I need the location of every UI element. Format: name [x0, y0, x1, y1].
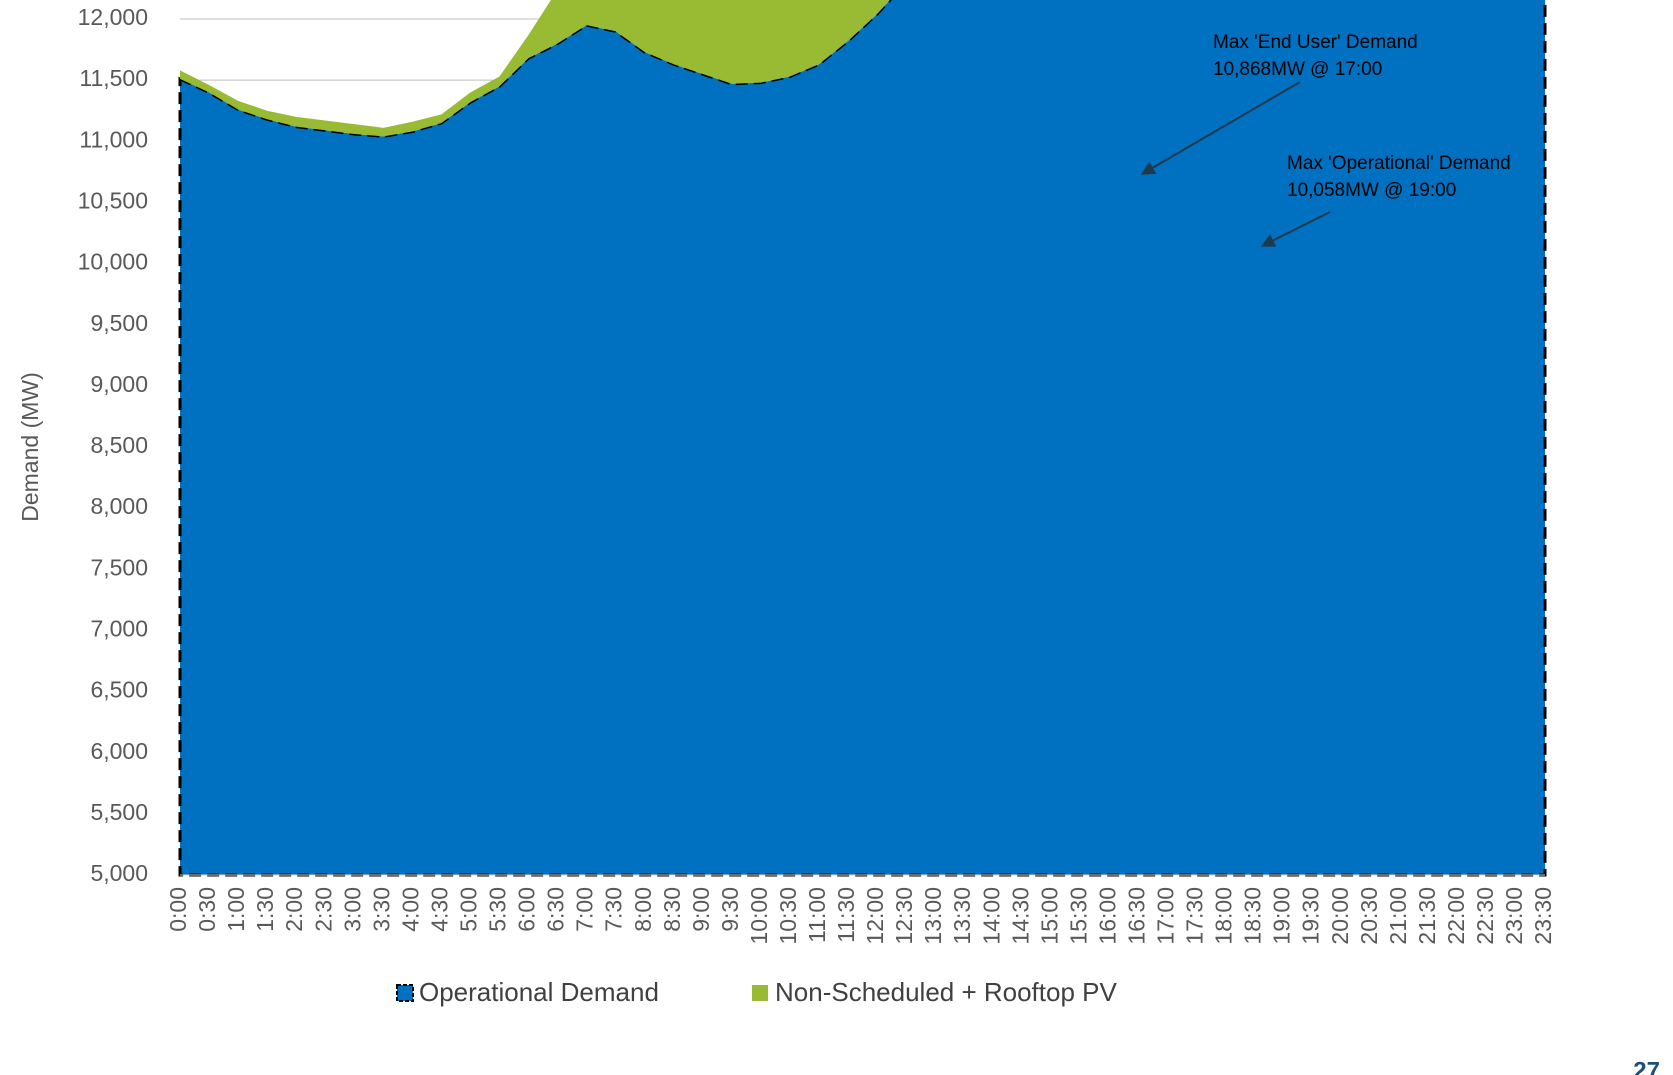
y-tick-label: 11,500 — [79, 65, 148, 91]
y-tick-label: 7,000 — [90, 616, 148, 642]
x-tick-label: 14:00 — [978, 887, 1004, 945]
x-tick-label: 8:30 — [659, 887, 685, 932]
x-tick-label: 7:30 — [601, 887, 627, 932]
y-tick-label: 9,000 — [90, 371, 148, 397]
x-tick-label: 21:00 — [1385, 887, 1411, 945]
y-tick-label: 12,000 — [78, 4, 148, 30]
legend-label: Operational Demand — [419, 977, 659, 1007]
x-tick-label: 12:00 — [862, 887, 888, 945]
x-tick-label: 4:00 — [397, 887, 423, 932]
annotation-arrow — [1260, 211, 1331, 247]
area — [180, 0, 1545, 875]
y-tick-label: 10,000 — [78, 249, 148, 275]
x-tick-label: 0:30 — [194, 887, 220, 932]
x-tick-label: 23:30 — [1530, 887, 1556, 945]
x-tick-label: 0:00 — [165, 887, 191, 932]
y-tick-label: 7,500 — [90, 554, 148, 580]
x-tick-label: 4:30 — [426, 887, 452, 932]
x-tick-label: 6:00 — [514, 887, 540, 932]
x-tick-label: 7:00 — [572, 887, 598, 932]
legend-swatch — [396, 984, 414, 1002]
x-tick-label: 3:30 — [368, 887, 394, 932]
x-tick-label: 6:30 — [543, 887, 569, 932]
area — [180, 0, 890, 137]
x-tick-label: 22:00 — [1443, 887, 1469, 945]
x-tick-label: 15:30 — [1065, 887, 1091, 945]
annotation: 10,058MW @ 19:00 — [1287, 180, 1456, 201]
y-tick-label: 8,000 — [90, 493, 148, 519]
x-tick-label: 11:30 — [833, 887, 859, 943]
x-tick-label: 11:00 — [804, 887, 830, 943]
y-tick-label: 8,500 — [90, 432, 148, 458]
page-number: 27 — [1633, 1057, 1660, 1075]
legend-swatch — [752, 985, 768, 1001]
legend-label: Non-Scheduled + Rooftop PV — [775, 977, 1117, 1007]
x-tick-label: 8:00 — [630, 887, 656, 932]
x-tick-label: 21:30 — [1414, 887, 1440, 945]
x-tick-label: 18:30 — [1240, 887, 1266, 945]
y-tick-label: 9,500 — [90, 310, 148, 336]
x-tick-label: 12:30 — [891, 887, 917, 945]
x-tick-label: 14:30 — [1007, 887, 1033, 945]
x-tick-label: 17:30 — [1182, 887, 1208, 945]
x-tick-label: 19:00 — [1269, 887, 1295, 945]
y-tick-label: 11,000 — [79, 126, 148, 152]
x-tick-label: 22:30 — [1472, 887, 1498, 945]
x-tick-label: 2:00 — [281, 887, 307, 932]
x-tick-label: 18:00 — [1211, 887, 1237, 945]
x-tick-label: 3:00 — [339, 887, 365, 932]
x-tick-label: 9:00 — [688, 887, 714, 932]
annotation: Max 'End User' Demand — [1213, 32, 1418, 53]
plot: 5,000 5,500 6,000 6,500 7,000 7,500 8,000 8,500… — [78, 0, 1556, 945]
x-tick-label: 20:30 — [1356, 887, 1382, 945]
x-tick-label: 10:00 — [746, 887, 772, 945]
annotation: 10,868MW @ 17:00 — [1213, 59, 1382, 80]
x-tick-label: 13:30 — [949, 887, 975, 945]
x-tick-label: 19:30 — [1298, 887, 1324, 945]
x-tick-label: 9:30 — [717, 887, 743, 932]
x-tick-label: 1:30 — [252, 887, 278, 932]
y-tick-label: 6,000 — [90, 738, 148, 764]
annotation: Max 'Operational' Demand — [1287, 153, 1511, 174]
y-tick-label: 10,500 — [78, 188, 148, 214]
x-tick-label: 20:00 — [1327, 887, 1353, 945]
x-tick-label: 2:30 — [310, 887, 336, 932]
x-tick-label: 16:30 — [1123, 887, 1149, 945]
y-axis-label: Demand (MW) — [17, 372, 43, 522]
annotation-arrow — [1140, 81, 1301, 175]
y-tick-label: 6,500 — [90, 677, 148, 703]
x-tick-label: 15:00 — [1036, 887, 1062, 945]
x-tick-label: 1:00 — [223, 887, 249, 932]
y-tick-label: 5,000 — [90, 860, 148, 886]
x-tick-label: 16:00 — [1094, 887, 1120, 945]
x-tick-label: 17:00 — [1153, 887, 1179, 945]
x-tick-label: 5:00 — [456, 887, 482, 932]
x-tick-label: 5:30 — [485, 887, 511, 932]
x-tick-label: 23:00 — [1501, 887, 1527, 945]
x-tick-label: 10:30 — [775, 887, 801, 945]
y-tick-label: 5,500 — [90, 799, 148, 825]
x-tick-label: 13:00 — [920, 887, 946, 945]
